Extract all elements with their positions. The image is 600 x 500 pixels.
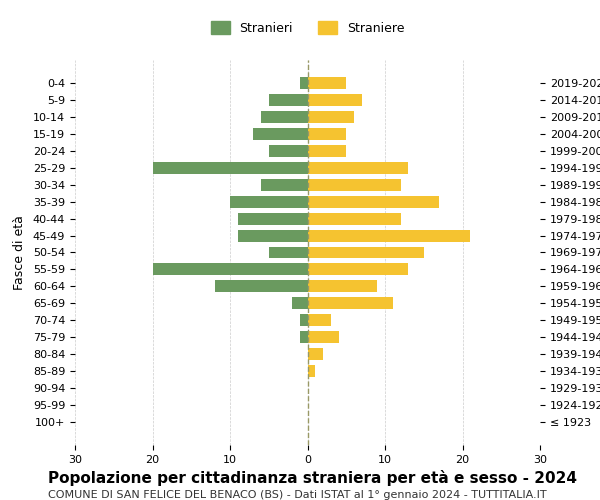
Bar bbox=[308, 348, 323, 360]
Bar bbox=[215, 280, 308, 292]
Bar bbox=[269, 145, 308, 157]
Bar bbox=[308, 230, 470, 241]
Bar bbox=[269, 246, 308, 258]
Bar bbox=[308, 331, 338, 343]
Bar bbox=[261, 179, 308, 191]
Bar bbox=[292, 298, 308, 309]
Bar bbox=[152, 264, 308, 276]
Bar bbox=[308, 314, 331, 326]
Text: COMUNE DI SAN FELICE DEL BENACO (BS) - Dati ISTAT al 1° gennaio 2024 - TUTTITALI: COMUNE DI SAN FELICE DEL BENACO (BS) - D… bbox=[48, 490, 547, 500]
Y-axis label: Fasce di età: Fasce di età bbox=[13, 215, 26, 290]
Bar bbox=[152, 162, 308, 174]
Bar bbox=[308, 145, 346, 157]
Bar bbox=[308, 128, 346, 140]
Bar bbox=[238, 230, 308, 241]
Bar bbox=[238, 213, 308, 224]
Bar bbox=[308, 112, 354, 123]
Legend: Stranieri, Straniere: Stranieri, Straniere bbox=[206, 16, 409, 40]
Bar bbox=[300, 331, 308, 343]
Bar bbox=[308, 78, 346, 90]
Bar bbox=[261, 112, 308, 123]
Bar bbox=[308, 196, 439, 207]
Bar bbox=[308, 94, 362, 106]
Bar bbox=[308, 213, 401, 224]
Text: Popolazione per cittadinanza straniera per età e sesso - 2024: Popolazione per cittadinanza straniera p… bbox=[48, 470, 577, 486]
Bar bbox=[308, 179, 401, 191]
Bar bbox=[308, 264, 408, 276]
Bar bbox=[308, 246, 424, 258]
Bar bbox=[308, 365, 315, 377]
Bar bbox=[308, 162, 408, 174]
Bar bbox=[269, 94, 308, 106]
Bar bbox=[253, 128, 308, 140]
Bar bbox=[300, 78, 308, 90]
Bar bbox=[300, 314, 308, 326]
Bar bbox=[308, 280, 377, 292]
Bar bbox=[308, 298, 393, 309]
Bar bbox=[230, 196, 308, 207]
